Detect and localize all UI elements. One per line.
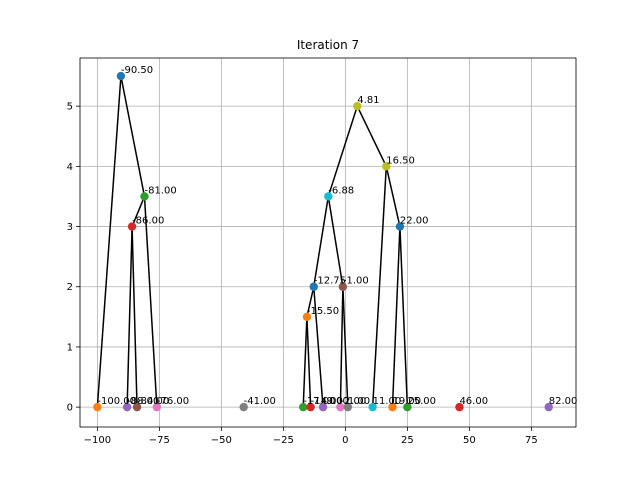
tree-edge: [131, 196, 146, 227]
data-point-label: -88.00: [127, 396, 159, 407]
data-point-label: -86.00: [132, 216, 164, 227]
point-layer: [93, 71, 553, 412]
tree-edge: [131, 226, 138, 408]
data-point: [152, 402, 162, 412]
x-tick-label: 75: [525, 435, 538, 446]
plot-frame: [79, 57, 577, 428]
data-point: [299, 402, 308, 412]
tree-edge: [143, 196, 158, 408]
data-point-label: 11.00: [373, 396, 402, 407]
data-point-label: -76.00: [157, 396, 189, 407]
x-tick-label: −25: [273, 435, 294, 446]
axis-layer: −100 −75 −50 −25 0 25 50 75 0 1 2 3 4 5: [67, 57, 577, 446]
y-tick-label: 5: [67, 102, 73, 113]
data-point: [336, 402, 345, 412]
edge-layer: [96, 75, 409, 408]
data-point: [382, 162, 391, 171]
data-point: [343, 402, 353, 412]
data-point: [93, 402, 102, 412]
data-point: [127, 222, 137, 231]
label-layer: -100.00-88.00-84.00-76.00 -41.00 -17.00-14…: [97, 65, 577, 407]
tree-edge: [327, 105, 359, 197]
x-tick-label: 0: [342, 435, 348, 446]
data-point: [140, 192, 149, 201]
data-point-label: -12.75: [314, 276, 346, 287]
data-point-label: -9.00: [323, 396, 349, 407]
data-point-label: 22.00: [400, 216, 429, 227]
tree-edge: [96, 76, 122, 408]
data-point: [302, 312, 312, 322]
data-point: [132, 402, 142, 412]
y-tick-label: 3: [67, 222, 73, 233]
data-point: [544, 402, 553, 412]
y-tick-label: 1: [67, 342, 73, 353]
data-point-label: -2.00: [340, 396, 366, 407]
data-point: [455, 402, 464, 412]
tree-edge: [126, 226, 133, 408]
data-point-label: -41.00: [244, 396, 276, 407]
tree-edge: [327, 196, 344, 287]
x-tick-label: −50: [211, 435, 232, 446]
x-tick-label: 25: [401, 435, 414, 446]
tree-edge: [306, 286, 315, 318]
data-point: [403, 402, 412, 412]
data-point: [306, 402, 315, 412]
data-point-label: -90.50: [121, 65, 153, 76]
tree-edge: [302, 316, 308, 408]
tree-edge: [399, 226, 409, 408]
data-point-label: 1.00: [348, 396, 370, 407]
data-point-label: 4.81: [357, 95, 379, 106]
tree-edge: [371, 166, 388, 408]
data-point-label: -15.50: [307, 306, 339, 317]
data-point-label: -1.00: [343, 276, 369, 287]
grid-layer: [80, 58, 576, 427]
data-point: [239, 402, 248, 412]
data-point: [338, 282, 348, 291]
tree-edge: [391, 226, 401, 408]
data-point: [324, 192, 333, 201]
data-point: [395, 222, 405, 231]
y-tick-label: 0: [67, 403, 73, 414]
data-point-label: -6.88: [328, 185, 354, 196]
data-point-label: -14.00: [311, 396, 343, 407]
tree-edge: [339, 286, 344, 408]
data-point: [388, 402, 397, 412]
tree-edge: [342, 286, 349, 408]
tree-edge: [385, 166, 401, 227]
data-point-label: 46.00: [459, 396, 488, 407]
tree-edge: [312, 286, 324, 408]
y-tick-label: 2: [67, 282, 73, 293]
tree-edge: [120, 75, 146, 197]
x-tick-label: 50: [463, 435, 476, 446]
data-point: [309, 282, 318, 291]
data-point-label: 19.00: [392, 396, 421, 407]
x-tick-label: −100: [84, 435, 111, 446]
x-tick-label: −75: [149, 435, 170, 446]
y-tick-label: 4: [67, 162, 73, 173]
tree-edge: [356, 105, 387, 167]
data-point-label: 25.00: [407, 396, 436, 407]
chart-title: Iteration 7: [297, 38, 359, 52]
data-point-label: -84.00: [137, 396, 169, 407]
data-point: [122, 402, 132, 412]
data-point-label: 82.00: [549, 396, 578, 407]
data-point: [116, 71, 126, 81]
data-point: [368, 402, 377, 412]
data-point-label: -81.00: [144, 185, 176, 196]
data-point-label: -100.00: [97, 396, 136, 407]
data-point: [353, 101, 362, 111]
data-point-label: 16.50: [386, 155, 415, 166]
data-point-label: -17.00: [303, 396, 335, 407]
tree-edge: [312, 196, 330, 287]
tree-edge: [306, 316, 312, 408]
data-point: [318, 402, 328, 412]
